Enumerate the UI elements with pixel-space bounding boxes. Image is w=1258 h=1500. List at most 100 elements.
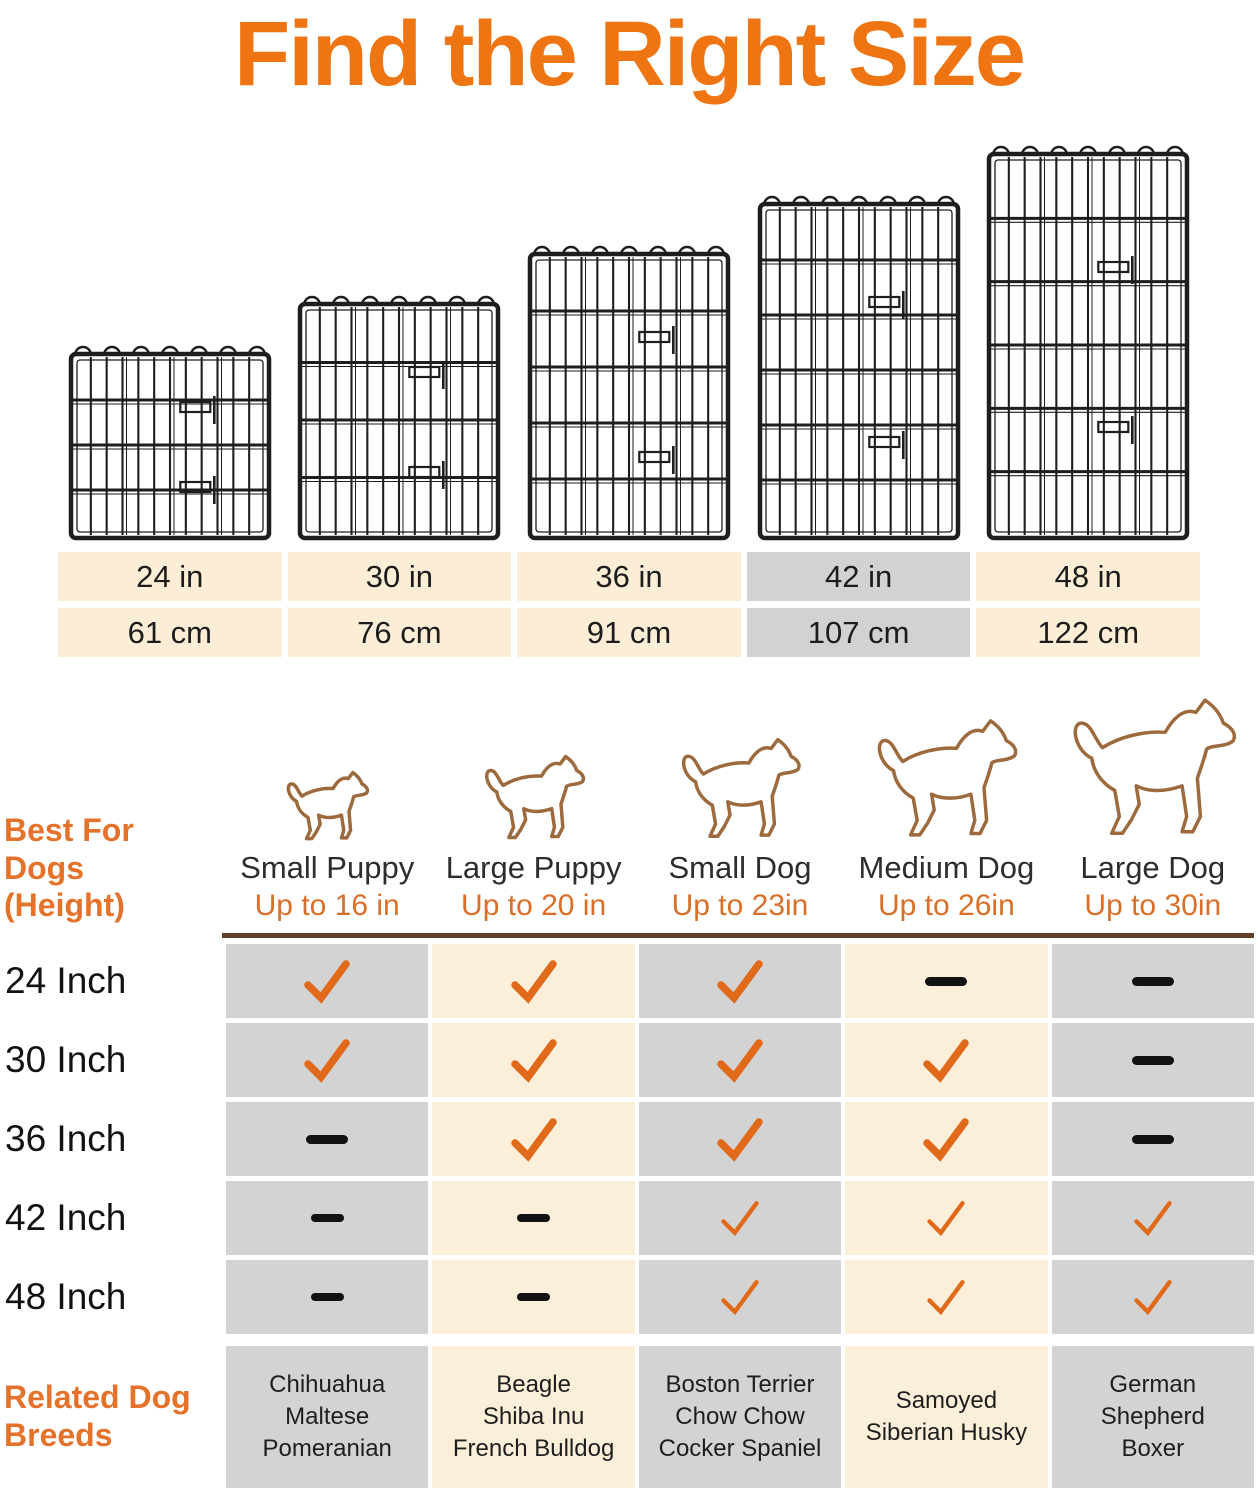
- check-icon: [510, 1039, 557, 1083]
- fit-cell-3-2: [638, 1181, 842, 1255]
- wire-crate-panel-image: [986, 145, 1190, 541]
- check-icon: [510, 960, 557, 1004]
- fit-cell-1-0: [226, 1023, 429, 1097]
- fit-table-header: Best For Dogs (Height) Small Puppy Up to …: [0, 691, 1254, 933]
- fit-cell-4-2: [638, 1260, 842, 1334]
- fit-row-label: 36 Inch: [5, 1118, 127, 1159]
- header-divider: [222, 933, 1254, 938]
- fit-cell-2-3: [845, 1102, 1048, 1176]
- breed-name: Beagle: [496, 1371, 571, 1399]
- fit-cell-3-0: [226, 1181, 429, 1255]
- fit-cell-4-1: [432, 1260, 635, 1334]
- dog-size-name: Large Dog: [1080, 850, 1226, 885]
- fit-row-label: 30 Inch: [5, 1039, 127, 1080]
- breed-name: Chihuahua: [269, 1371, 386, 1399]
- fit-cell-0-2: [638, 944, 842, 1018]
- dog-silhouette-icon: [1073, 698, 1236, 836]
- fit-cell-3-3: [845, 1181, 1048, 1255]
- fit-cell-3-4: [1051, 1181, 1254, 1255]
- fit-cell-2-0: [226, 1102, 429, 1176]
- check-icon: [1134, 1201, 1172, 1237]
- wire-crate-panel-image: [298, 295, 501, 541]
- fit-table-body: 24 Inch 30 Inch 36 Inch 42 Inch 48 Inch: [0, 944, 1258, 1334]
- fit-row-24-inch: 24 Inch: [0, 944, 1254, 1018]
- breeds-cell-0: Chihuahua Maltese Pomeranian: [226, 1346, 429, 1488]
- dog-silhouette-icon: [286, 770, 370, 841]
- size-cell-inches-2: 36 in: [517, 552, 741, 601]
- size-cell-inches-1: 30 in: [287, 552, 512, 601]
- fit-cell-4-0: [226, 1260, 429, 1334]
- fit-cell-1-2: [638, 1023, 842, 1097]
- fit-row-36-inch: 36 Inch: [0, 1102, 1254, 1176]
- fit-column-header-4: Large Dog Up to 30in: [1052, 691, 1254, 933]
- check-icon: [717, 1118, 763, 1162]
- crate-panel-48in: [985, 142, 1191, 542]
- fit-cell-4-3: [845, 1260, 1048, 1334]
- fit-cell-2-1: [432, 1102, 635, 1176]
- dog-height-limit: Up to 26in: [878, 889, 1015, 922]
- breed-name: Boxer: [1121, 1434, 1185, 1462]
- check-icon: [304, 960, 350, 1004]
- fit-row-42-inch: 42 Inch: [0, 1181, 1254, 1255]
- breeds-cell-2: Boston Terrier Chow Chow Cocker Spaniel: [638, 1346, 842, 1488]
- breeds-cell-3: Samoyed Siberian Husky: [845, 1346, 1048, 1488]
- dog-height-limit: Up to 23in: [671, 889, 809, 922]
- check-icon: [721, 1280, 759, 1316]
- fit-row-label: 42 Inch: [5, 1197, 127, 1238]
- dash-icon: [517, 1214, 551, 1222]
- fit-cell-0-3: [845, 944, 1048, 1018]
- size-cell-inches-4: 48 in: [976, 552, 1200, 601]
- dash-icon: [310, 1214, 344, 1222]
- fit-row-30-inch: 30 Inch: [0, 1023, 1254, 1097]
- size-cell-cm-4: 122 cm: [976, 608, 1200, 657]
- check-icon: [510, 1118, 557, 1162]
- dash-icon: [1131, 976, 1174, 986]
- fit-cell-2-2: [638, 1102, 842, 1176]
- size-chart-table: 24 in 30 in 36 in 42 in 48 in 61 cm 76 cm 91 cm…: [58, 552, 1200, 657]
- size-cell-inches-3: 42 in: [746, 552, 971, 601]
- dash-icon: [517, 1293, 551, 1301]
- best-for-dogs-label: Best For Dogs (Height): [4, 811, 134, 924]
- breeds-cell-4: German Shepherd Boxer: [1051, 1346, 1254, 1488]
- check-icon: [923, 1118, 970, 1162]
- breed-name: German Shepherd: [1100, 1371, 1205, 1431]
- dog-size-name: Small Dog: [668, 850, 812, 885]
- breed-name: Siberian Husky: [865, 1419, 1028, 1446]
- fit-cell-1-1: [432, 1023, 635, 1097]
- fit-column-header-2: Small Dog Up to 23in: [639, 733, 841, 933]
- dash-icon: [310, 1293, 344, 1301]
- size-cell-inches-0: 24 in: [58, 552, 282, 601]
- dash-icon: [1131, 1134, 1174, 1144]
- fit-row-label: 48 Inch: [5, 1276, 127, 1317]
- dog-height-limit: Up to 30in: [1084, 889, 1222, 922]
- wire-crate-panel-image: [757, 195, 960, 541]
- crate-panel-30in: [296, 292, 502, 542]
- size-cell-cm-1: 76 cm: [287, 608, 512, 657]
- page-title: Find the Right Size: [234, 3, 1026, 105]
- breed-name: Maltese: [285, 1403, 370, 1431]
- crate-panel-24in: [67, 342, 273, 542]
- dash-icon: [306, 1134, 349, 1144]
- wire-crate-panel-image: [68, 345, 272, 541]
- fit-cell-1-4: [1051, 1023, 1254, 1097]
- crate-panel-42in: [756, 192, 962, 542]
- fit-column-header-1: Large Puppy Up to 20 in: [432, 751, 634, 933]
- check-icon: [717, 1039, 763, 1083]
- fit-cell-4-4: [1051, 1260, 1254, 1334]
- wire-crate-panel-image: [527, 245, 731, 541]
- fit-cell-0-4: [1051, 944, 1254, 1018]
- breed-name: Pomeranian: [262, 1434, 392, 1462]
- fit-column-header-3: Medium Dog Up to 26in: [845, 713, 1047, 933]
- dog-silhouette-icon: [681, 737, 801, 838]
- dash-icon: [1131, 1055, 1174, 1065]
- dog-silhouette-icon: [878, 719, 1018, 837]
- check-icon: [927, 1201, 966, 1237]
- check-icon: [1134, 1280, 1172, 1316]
- size-cell-cm-0: 61 cm: [58, 608, 282, 657]
- fit-cell-1-3: [845, 1023, 1048, 1097]
- fit-cell-0-0: [226, 944, 429, 1018]
- dog-silhouette-icon: [484, 754, 585, 840]
- dog-height-limit: Up to 16 in: [254, 889, 400, 922]
- related-breeds-row: Related Dog Breeds Chihuahua Maltese Pomer…: [0, 1346, 1254, 1488]
- fit-cell-2-4: [1051, 1102, 1254, 1176]
